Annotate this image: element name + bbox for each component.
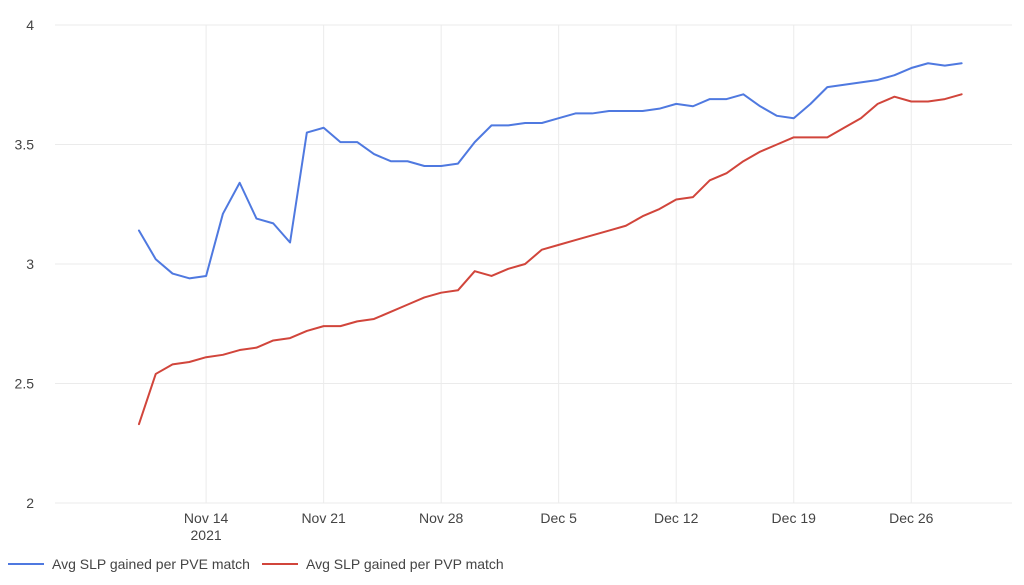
legend-label: Avg SLP gained per PVP match (306, 556, 504, 572)
series-line-2 (137, 93, 963, 426)
x-tick-year-label: 2021 (191, 527, 222, 543)
x-tick-label: Dec 26 (889, 510, 934, 526)
legend-item[interactable]: Avg SLP gained per PVE match (8, 556, 250, 572)
y-tick-label: 4 (26, 17, 34, 33)
series-lines (137, 62, 963, 426)
legend-label: Avg SLP gained per PVE match (52, 556, 250, 572)
x-tick-label: Dec 19 (772, 510, 817, 526)
x-tick-label: Dec 12 (654, 510, 699, 526)
legend[interactable]: Avg SLP gained per PVE match Avg SLP gain… (8, 556, 504, 572)
y-axis-ticks: 2 2.5 3 3.5 4 (15, 17, 35, 511)
y-tick-label: 3.5 (15, 137, 35, 153)
legend-item[interactable]: Avg SLP gained per PVP match (262, 556, 504, 572)
x-tick-label: Dec 5 (540, 510, 577, 526)
series-line-1 (137, 62, 963, 280)
series-2-points (138, 93, 963, 425)
y-tick-label: 2.5 (15, 376, 35, 392)
x-tick-label: Nov 28 (419, 510, 464, 526)
x-tick-label: Nov 14 (184, 510, 229, 526)
y-tick-label: 3 (26, 256, 34, 272)
y-tick-label: 2 (26, 495, 34, 511)
grid-lines (55, 24, 1012, 504)
x-tick-label: Nov 21 (301, 510, 346, 526)
